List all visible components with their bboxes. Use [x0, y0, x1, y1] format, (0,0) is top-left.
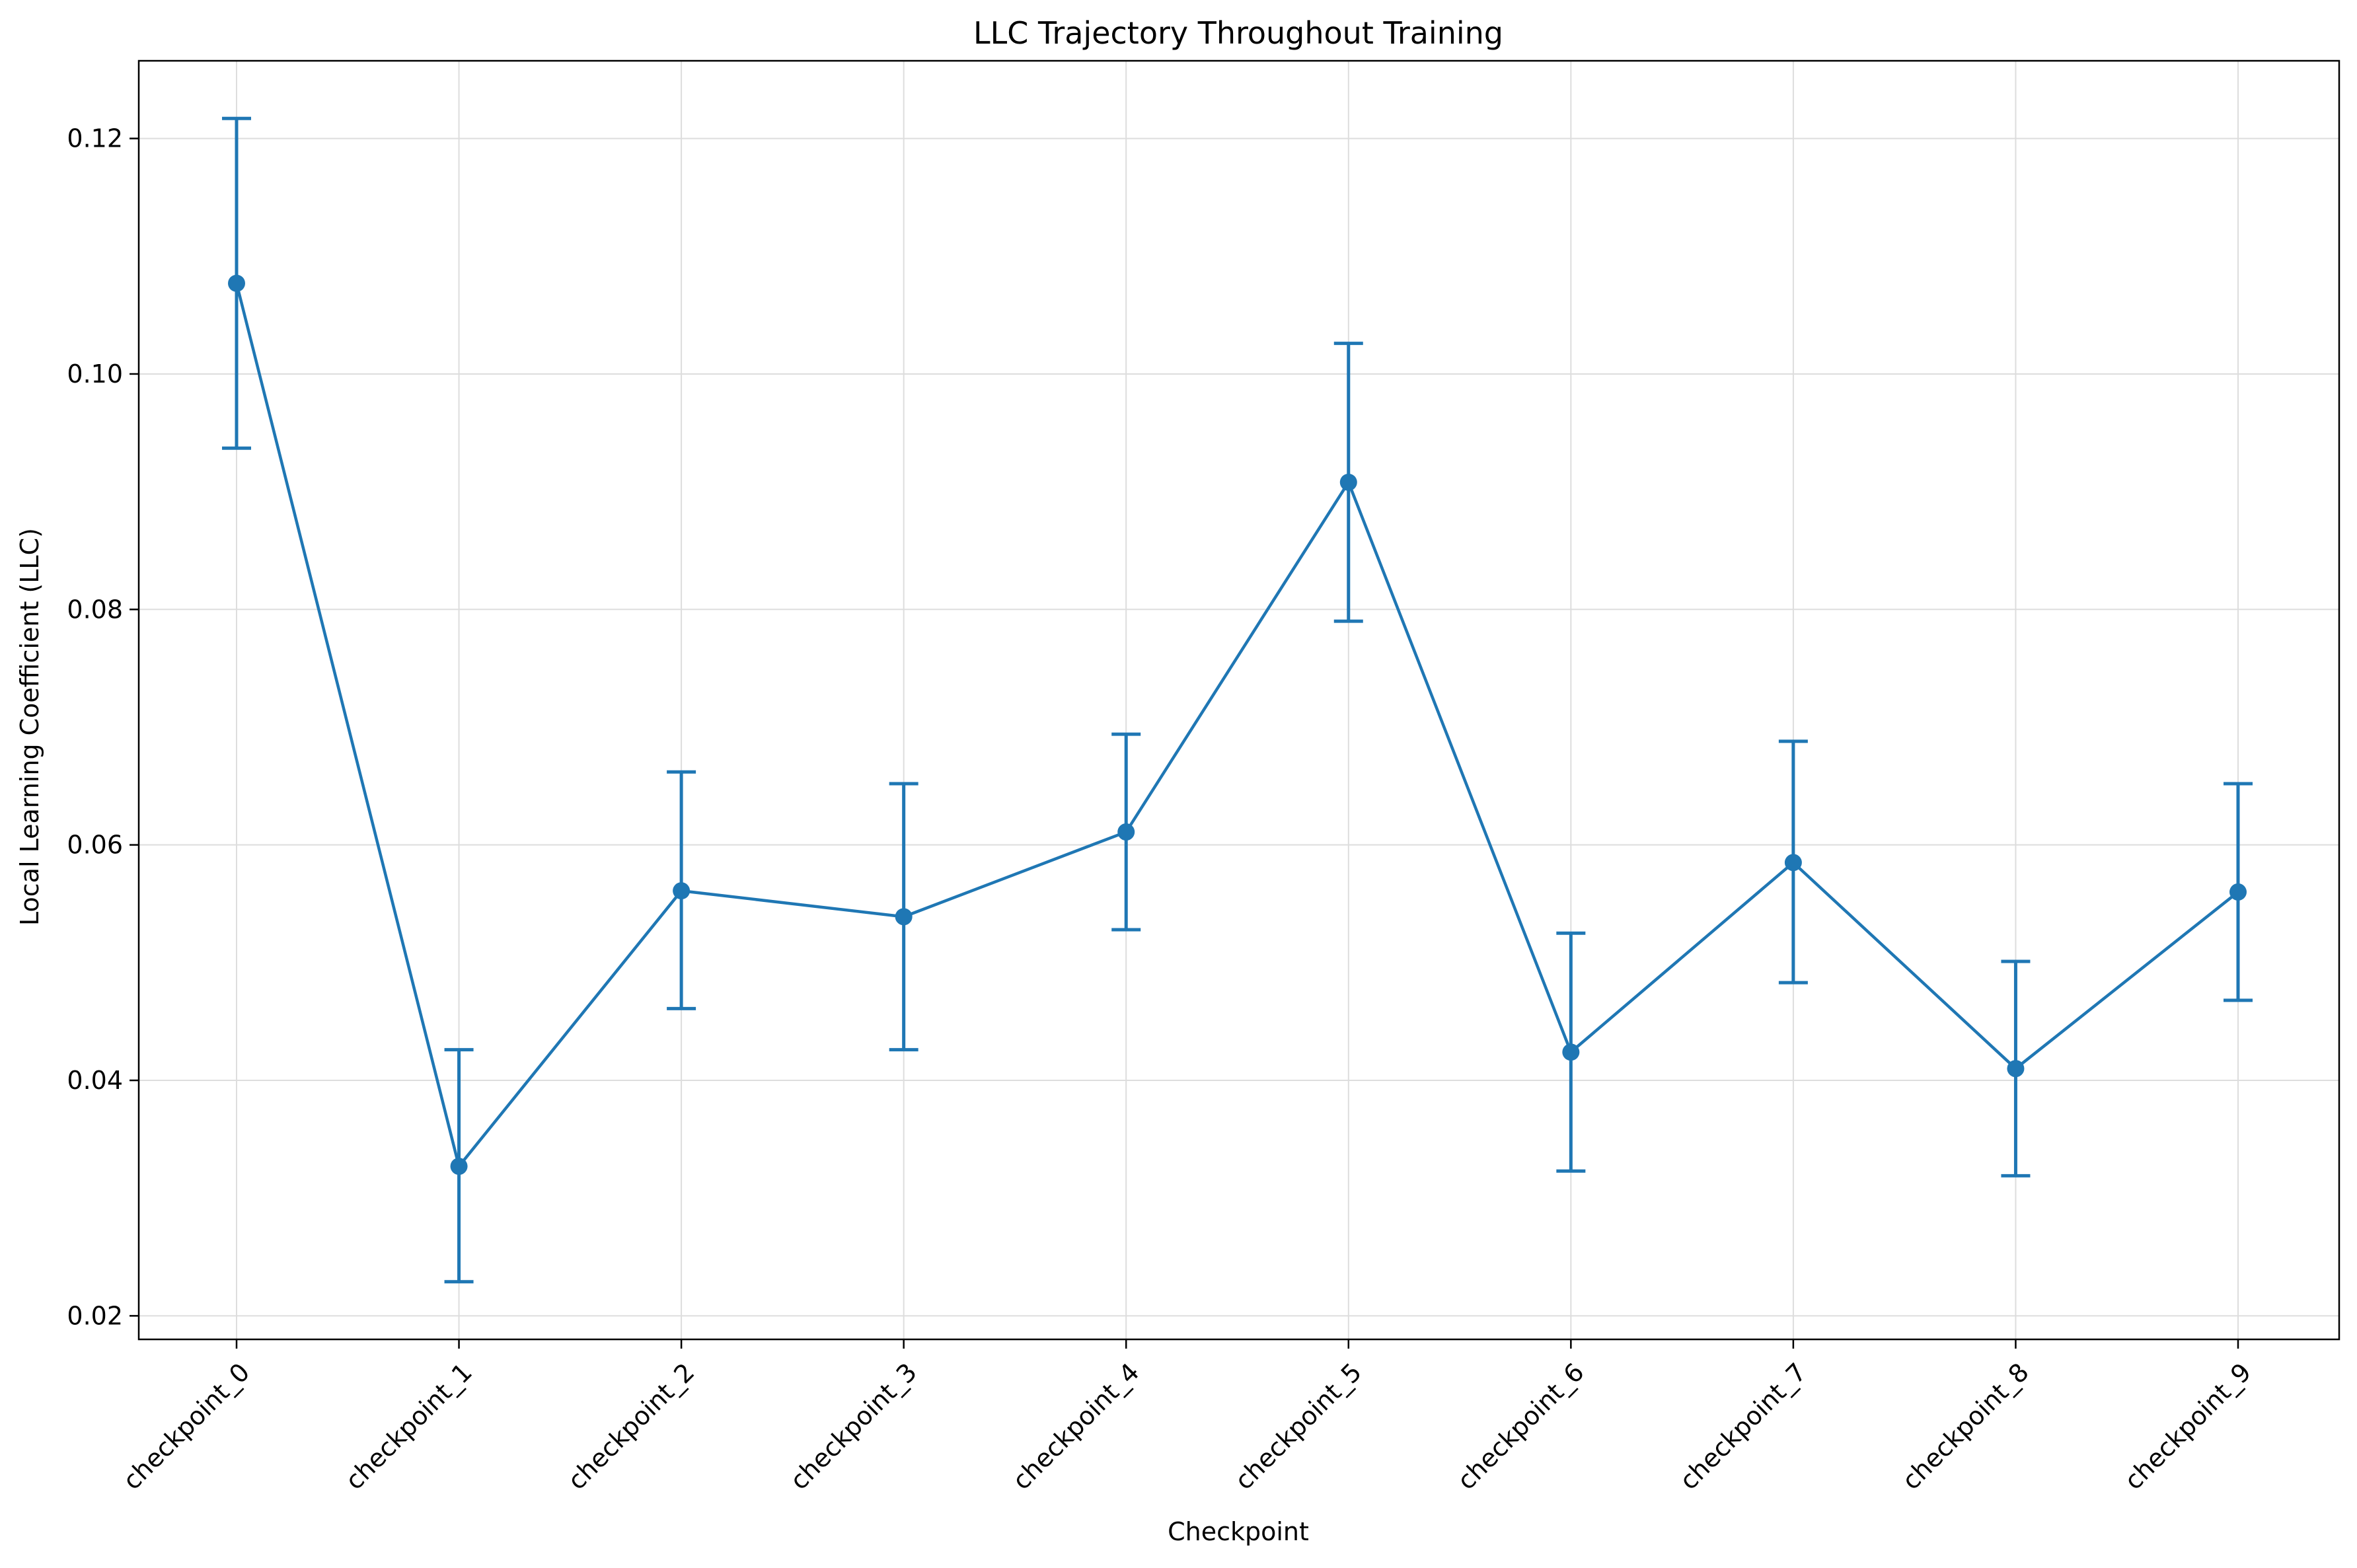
- data-point-1: [450, 1158, 468, 1176]
- data-point-8: [2007, 1060, 2025, 1078]
- y-tick-label-4: 0.10: [67, 359, 123, 389]
- y-tick-label-2: 0.06: [67, 831, 123, 860]
- data-points: [228, 274, 2247, 1176]
- x-axis-label: Checkpoint: [1168, 1517, 1309, 1546]
- series-line: [235, 283, 2239, 1168]
- data-point-2: [673, 882, 691, 900]
- y-tick-label-0: 0.02: [67, 1301, 123, 1330]
- plot-frame: [137, 59, 2340, 1341]
- y-tick-label-5: 0.12: [67, 124, 123, 153]
- data-point-0: [228, 274, 245, 292]
- axes: [137, 59, 2340, 1341]
- data-point-6: [1562, 1043, 1580, 1061]
- chart-title: LLC Trajectory Throughout Training: [973, 15, 1503, 51]
- y-tick-label-3: 0.08: [67, 595, 123, 624]
- series-line-layer: [235, 283, 2239, 1168]
- y-tick-label-1: 0.04: [67, 1066, 123, 1095]
- data-point-4: [1117, 823, 1135, 841]
- data-point-9: [2229, 883, 2247, 901]
- data-point-7: [1784, 854, 1802, 872]
- data-point-3: [895, 908, 913, 926]
- y-axis-label: Local Learning Coefficient (LLC): [15, 528, 44, 926]
- data-point-5: [1339, 473, 1357, 491]
